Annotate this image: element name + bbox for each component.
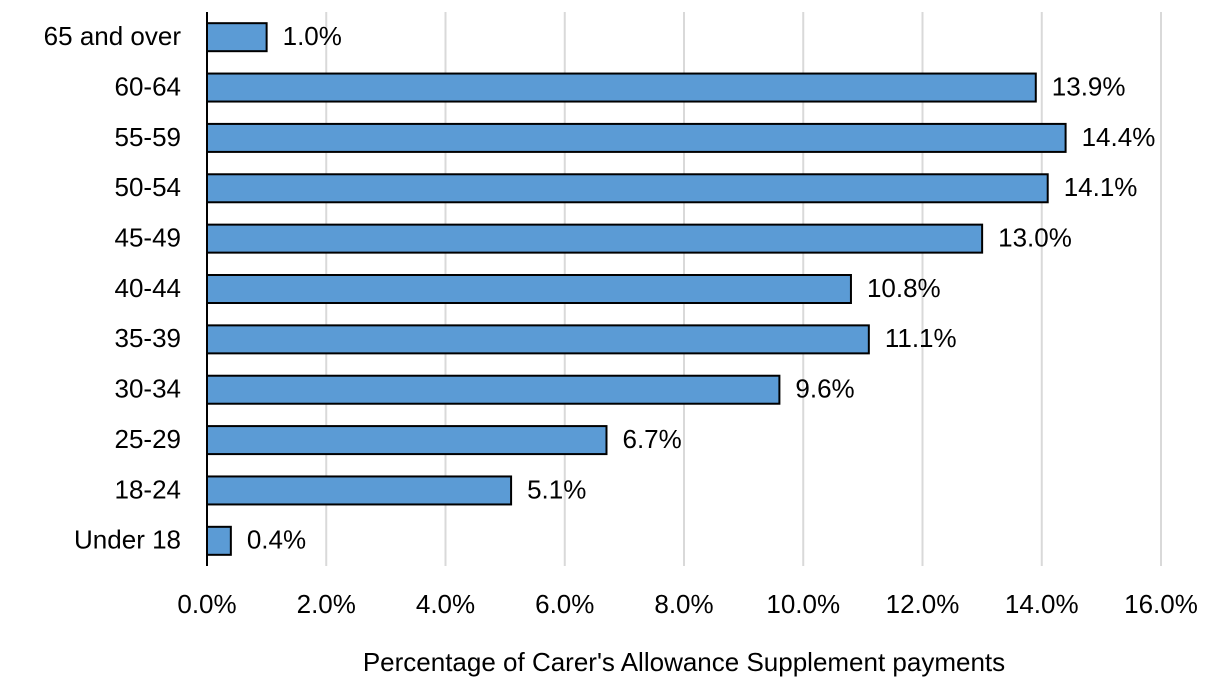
bar bbox=[206, 173, 1049, 204]
bar bbox=[206, 22, 268, 53]
bar bbox=[206, 425, 608, 456]
bar bbox=[206, 525, 232, 556]
y-tick-label: 18-24 bbox=[115, 474, 182, 504]
x-tick-label: 8.0% bbox=[654, 589, 713, 619]
data-label: 13.0% bbox=[998, 223, 1072, 253]
x-axis-label: Percentage of Carer's Allowance Suppleme… bbox=[363, 647, 1005, 677]
y-tick-label: 45-49 bbox=[115, 223, 182, 253]
data-label: 9.6% bbox=[795, 374, 854, 404]
x-tick-label: 16.0% bbox=[1124, 589, 1198, 619]
data-label: 14.4% bbox=[1082, 122, 1156, 152]
y-tick-label: 65 and over bbox=[44, 21, 182, 51]
y-tick-label: 60-64 bbox=[115, 71, 182, 101]
y-tick-label: 30-34 bbox=[115, 374, 182, 404]
y-tick-label: 25-29 bbox=[115, 424, 182, 454]
bar bbox=[206, 223, 984, 254]
bar bbox=[206, 324, 870, 355]
data-label: 0.4% bbox=[247, 525, 306, 555]
data-label: 5.1% bbox=[527, 474, 586, 504]
data-label: 13.9% bbox=[1052, 71, 1126, 101]
x-tick-label: 2.0% bbox=[297, 589, 356, 619]
y-tick-label: 55-59 bbox=[115, 122, 182, 152]
bar bbox=[206, 122, 1067, 153]
y-tick-label: 35-39 bbox=[115, 323, 182, 353]
y-tick-label: 50-54 bbox=[115, 172, 182, 202]
x-tick-label: 14.0% bbox=[1005, 589, 1079, 619]
data-label: 1.0% bbox=[283, 21, 342, 51]
bar bbox=[206, 72, 1037, 103]
data-label: 10.8% bbox=[867, 273, 941, 303]
x-tick-label: 4.0% bbox=[416, 589, 475, 619]
y-tick-label: 40-44 bbox=[115, 273, 182, 303]
data-label: 14.1% bbox=[1064, 172, 1138, 202]
bar bbox=[206, 274, 852, 304]
x-tick-label: 6.0% bbox=[535, 589, 594, 619]
x-tick-label: 10.0% bbox=[766, 589, 840, 619]
bar bbox=[206, 374, 781, 405]
data-label: 11.1% bbox=[885, 323, 957, 353]
bar bbox=[206, 475, 513, 506]
y-tick-label: Under 18 bbox=[74, 525, 181, 555]
data-label: 6.7% bbox=[622, 424, 681, 454]
x-tick-label: 12.0% bbox=[886, 589, 960, 619]
x-tick-label: 0.0% bbox=[177, 589, 236, 619]
